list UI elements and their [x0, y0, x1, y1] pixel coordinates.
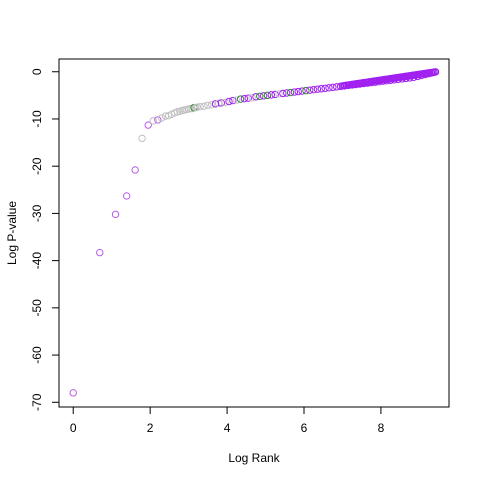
- x-tick-label: 0: [70, 421, 77, 435]
- data-point: [294, 87, 302, 96]
- data-point: [157, 114, 166, 122]
- data-point: [229, 96, 237, 105]
- data-point: [267, 91, 276, 99]
- x-tick-label: 4: [224, 421, 231, 435]
- data-point: [240, 94, 249, 103]
- data-point: [244, 94, 252, 102]
- data-point: [193, 103, 201, 111]
- data-point: [248, 94, 256, 102]
- y-tick-label: -40: [30, 252, 44, 270]
- data-point: [306, 86, 314, 94]
- data-point: [236, 95, 245, 103]
- data-point: [271, 90, 279, 99]
- data-point: [317, 85, 326, 93]
- x-tick-label: 2: [147, 421, 154, 435]
- data-point: [259, 92, 268, 100]
- data-point: [325, 84, 333, 92]
- data-point: [144, 121, 152, 129]
- y-tick-label: -10: [30, 110, 44, 128]
- data-point: [279, 89, 287, 98]
- data-point: [186, 104, 194, 113]
- data-point: [275, 90, 283, 98]
- data-point: [211, 100, 220, 108]
- data-point: [96, 248, 104, 257]
- data-point: [431, 68, 440, 76]
- data-point: [252, 93, 260, 101]
- y-tick-label: -30: [30, 204, 44, 222]
- data-point: [200, 102, 208, 110]
- data-point: [221, 98, 229, 107]
- data-point: [321, 84, 329, 92]
- data-point: [263, 91, 272, 100]
- x-tick-label: 6: [301, 421, 308, 435]
- data-point: [309, 85, 318, 94]
- data-point: [122, 192, 131, 200]
- data-point: [302, 86, 310, 95]
- data-point: [111, 210, 120, 219]
- data-point: [196, 102, 204, 111]
- data-point: [282, 89, 291, 97]
- y-tick-label: -70: [30, 393, 44, 411]
- x-axis: 0 2 4 6 8: [70, 406, 385, 435]
- data-point: [298, 87, 306, 95]
- data-point: [232, 96, 241, 104]
- y-tick-label: 0: [30, 68, 44, 75]
- data-point: [154, 116, 162, 124]
- data-points: [69, 68, 440, 397]
- data-point: [329, 83, 337, 92]
- data-point: [290, 88, 299, 96]
- data-point: [207, 101, 216, 109]
- data-point: [332, 83, 341, 91]
- data-point: [69, 389, 77, 397]
- data-point: [286, 88, 295, 97]
- data-point: [131, 166, 139, 174]
- data-point: [256, 92, 264, 101]
- data-point: [138, 134, 146, 143]
- data-point: [217, 99, 226, 107]
- data-point: [204, 101, 212, 109]
- data-point: [313, 85, 322, 93]
- y-tick-label: -60: [30, 346, 44, 364]
- x-tick-label: 8: [378, 421, 385, 435]
- y-tick-label: -50: [30, 299, 44, 317]
- y-axis-title: Log P-value: [5, 201, 19, 265]
- y-tick-label: -20: [30, 157, 44, 175]
- x-axis-title: Log Rank: [228, 451, 280, 465]
- data-point: [225, 97, 233, 106]
- data-point: [149, 117, 157, 125]
- y-axis: 0 -10 -20 -30 -40 -50 -60 -70: [30, 68, 60, 411]
